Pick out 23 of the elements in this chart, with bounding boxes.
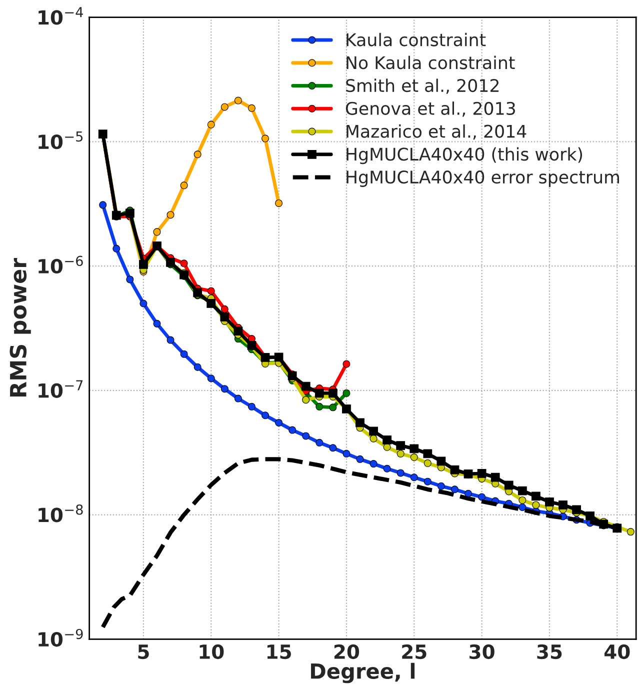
legend-label: HgMUCLA40x40 error spectrum [346, 170, 619, 187]
legend-label: HgMUCLA40x40 (this work) [346, 147, 582, 164]
x-tick-label: 35 [537, 644, 562, 660]
y-tick-label: 10$^{−6}$ [38, 256, 83, 274]
legend-label: Mazarico et al., 2014 [346, 124, 526, 140]
legend-label: Smith et al., 2012 [346, 78, 499, 94]
x-tick-label: 15 [267, 644, 291, 660]
x-tick-label: 30 [470, 644, 494, 660]
y-tick-label: 10$^{−7}$ [38, 380, 83, 398]
legend-label: No Kaula constraint [346, 56, 515, 70]
y-tick-label: 10$^{−8}$ [38, 504, 83, 522]
y-axis-title: RMS power [10, 258, 31, 397]
legend-label: Genova et al., 2013 [346, 102, 515, 117]
legend-label: Kaula constraint [346, 32, 486, 46]
y-tick-label: 10$^{−4}$ [38, 7, 83, 25]
x-axis-title: Degree, l [311, 662, 415, 684]
x-tick-label: 20 [334, 644, 360, 660]
x-tick-label: 10 [200, 644, 224, 660]
x-tick-label: 40 [604, 644, 630, 660]
y-tick-label: 10$^{−5}$ [38, 132, 83, 150]
x-tick-label: 25 [402, 644, 426, 660]
y-tick-label: 10$^{−9}$ [38, 628, 83, 647]
x-tick-label: 5 [138, 644, 149, 660]
